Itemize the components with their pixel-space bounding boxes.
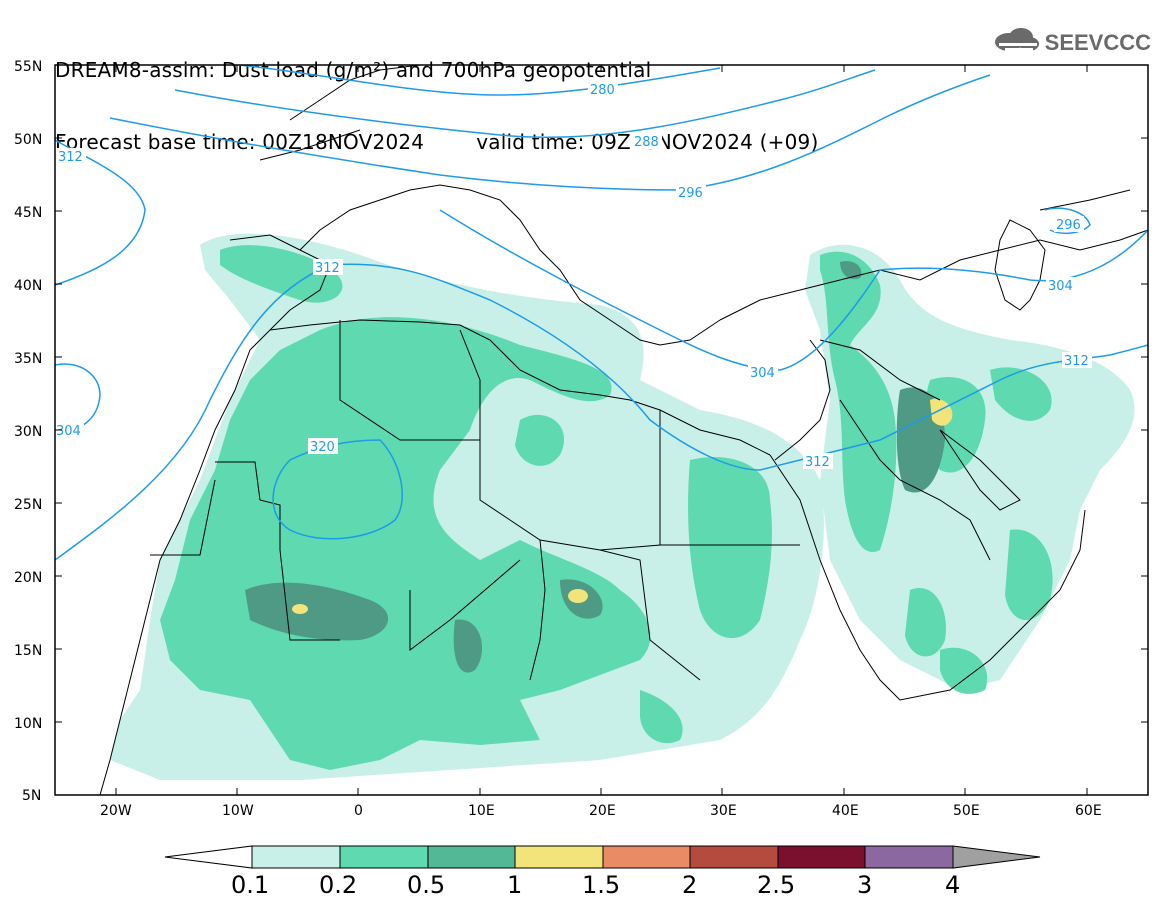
contour-label: 304 — [750, 366, 775, 381]
valid-time: valid time: 09Z18NOV2024 (+09) — [476, 130, 819, 154]
contour-304-left — [55, 363, 101, 433]
title-line-1: DREAM8-assim: Dust load (g/m²) and 700hP… — [55, 58, 652, 82]
lon-label: 60E — [1075, 803, 1102, 819]
contour-304 — [439, 209, 1148, 371]
colorbar-label: 4 — [945, 871, 960, 899]
colorbar: 0.1 0.2 0.5 1 1.5 2 2.5 3 4 — [164, 845, 1041, 899]
contour-label: 312 — [805, 455, 830, 470]
contour-label: 304 — [1048, 279, 1073, 294]
colorbar-swatch — [427, 845, 516, 869]
lon-label: 20E — [589, 803, 616, 819]
colorbar-over-arrow — [952, 845, 1041, 869]
dust-medium — [160, 245, 1053, 770]
lat-label: 5N — [22, 788, 41, 804]
lat-label: 30N — [14, 424, 42, 440]
colorbar-label: 2 — [682, 871, 697, 899]
colorbar-swatch — [777, 845, 866, 869]
colorbar-label: 1.5 — [582, 871, 620, 899]
lon-label: 10W — [222, 803, 254, 819]
lon-label: 20W — [100, 803, 132, 819]
colorbar-under-arrow — [164, 845, 253, 869]
lon-label: 0 — [354, 803, 363, 819]
colorbar-label: 1 — [507, 871, 522, 899]
colorbar-label: 0.2 — [319, 871, 357, 899]
contour-label: 280 — [590, 83, 615, 98]
colorbar-label: 2.5 — [757, 871, 795, 899]
lat-axis: 55N 50N 45N 40N 35N 30N 25N 20N 15N 10N … — [14, 59, 1148, 804]
contour-label: 312 — [58, 150, 83, 165]
lat-label: 50N — [14, 132, 42, 148]
contour-312-mid — [55, 263, 1148, 561]
contour-labels: 280 288 296 312 312 304 320 304 312 296 … — [54, 81, 1092, 470]
lon-label: 40E — [832, 803, 859, 819]
contour-320 — [272, 439, 403, 540]
contour-label: 296 — [678, 186, 703, 201]
contour-312-upper — [55, 139, 146, 286]
lat-label: 40N — [14, 278, 42, 294]
contour-label: 312 — [315, 261, 340, 276]
lat-label: 55N — [14, 59, 42, 75]
dust-layer — [110, 233, 1135, 780]
lat-label: 20N — [14, 570, 42, 586]
title-block: DREAM8-assim: Dust load (g/m²) and 700hP… — [55, 10, 818, 178]
coastlines — [99, 65, 1148, 795]
colorbar-swatch — [602, 845, 691, 869]
lon-axis: 20W 10W 0 10E 20E 30E 40E 50E 60E — [100, 65, 1102, 819]
seevccc-logo: SEEVCCC — [991, 26, 1151, 60]
lat-label: 10N — [14, 716, 42, 732]
cloud-icon — [991, 26, 1041, 60]
contour-288 — [174, 69, 876, 138]
colorbar-swatch — [689, 845, 779, 869]
colorbar-label: 3 — [857, 871, 872, 899]
lon-label: 50E — [953, 803, 980, 819]
colorbar-label: 0.1 — [231, 871, 269, 899]
contour-label: 304 — [56, 424, 81, 439]
geopotential-contours — [55, 65, 1148, 561]
colorbar-label: 0.5 — [407, 871, 445, 899]
lat-label: 25N — [14, 497, 42, 513]
contour-label: 296 — [1056, 218, 1081, 233]
lon-label: 30E — [710, 803, 737, 819]
lat-label: 15N — [14, 643, 42, 659]
contour-label: 288 — [634, 135, 659, 150]
lon-label: 10E — [468, 803, 495, 819]
lat-label: 45N — [14, 205, 42, 221]
colorbar-swatch — [864, 845, 954, 869]
contour-label: 312 — [1064, 354, 1089, 369]
logo-text: SEEVCCC — [1044, 30, 1151, 55]
contour-280 — [239, 65, 721, 96]
colorbar-swatch — [514, 845, 604, 869]
colorbar-swatch — [251, 845, 341, 869]
colorbar-swatch — [339, 845, 429, 869]
contour-296-right — [1044, 207, 1091, 235]
dust-yellow — [292, 398, 953, 614]
contour-label: 320 — [310, 440, 335, 455]
contour-296 — [109, 74, 991, 191]
lat-label: 35N — [14, 351, 42, 367]
